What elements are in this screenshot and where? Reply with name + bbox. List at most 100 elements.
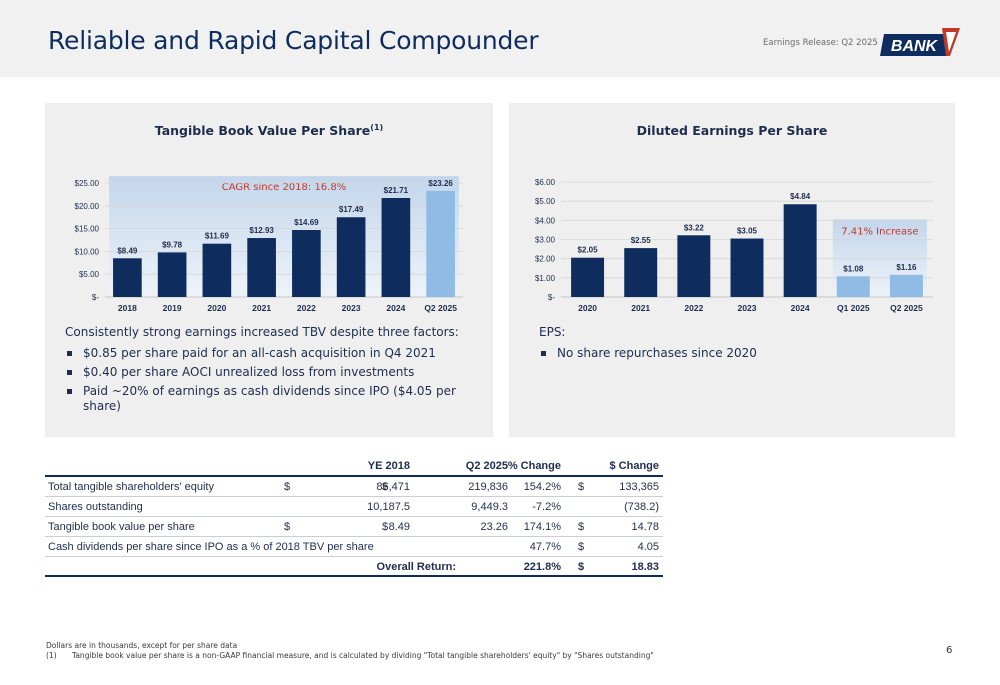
q2-currency: $ bbox=[382, 521, 389, 533]
x-tick-label: 2024 bbox=[791, 303, 810, 313]
tbv-bullet: Paid ~20% of earnings as cash dividends … bbox=[65, 384, 465, 414]
data-label: $2.05 bbox=[578, 246, 599, 255]
y-tick-label: $- bbox=[92, 293, 99, 302]
tbv-title-text: Tangible Book Value Per Share bbox=[154, 123, 371, 139]
table-row: Tangible book value per share $ 8.49 $ 2… bbox=[45, 517, 663, 537]
data-label: $12.93 bbox=[249, 226, 274, 235]
total-pct-change: 221.8% bbox=[523, 561, 561, 573]
data-label: $3.22 bbox=[684, 223, 705, 232]
y-tick-label: $2.00 bbox=[535, 255, 556, 264]
total-dollar-change: 18.83 bbox=[631, 561, 659, 573]
footnote-units: Dollars are in thousands, except for per… bbox=[46, 641, 238, 650]
release-label: Earnings Release: Q2 2025 bbox=[763, 38, 878, 48]
ye-value: 10,187.5 bbox=[367, 501, 410, 513]
tbv-bullet: $0.85 per share paid for an all-cash acq… bbox=[65, 346, 465, 361]
x-tick-label: 2023 bbox=[738, 303, 757, 313]
data-label: $4.84 bbox=[790, 192, 811, 201]
tbv-summary-table: YE 2018 Q2 2025 % Change $ Change Total … bbox=[45, 456, 663, 577]
data-label: $21.71 bbox=[384, 186, 409, 195]
y-tick-label: $20.00 bbox=[75, 202, 100, 211]
pct-change: 174.1% bbox=[523, 521, 561, 533]
row-label: Shares outstanding bbox=[48, 501, 143, 513]
page-number: 6 bbox=[946, 645, 953, 656]
q2-value: 23.26 bbox=[480, 521, 508, 533]
tbv-commentary: Consistently strong earnings increased T… bbox=[65, 325, 465, 418]
x-tick-label: 2021 bbox=[631, 303, 650, 313]
y-tick-label: $- bbox=[548, 293, 555, 302]
header-bar: Reliable and Rapid Capital Compounder Ea… bbox=[0, 0, 1000, 77]
row-label: Cash dividends per share since IPO as a … bbox=[48, 541, 374, 553]
table-row: Cash dividends per share since IPO as a … bbox=[45, 537, 663, 557]
col-header-q22025: Q2 2025 bbox=[465, 460, 508, 472]
page-title: Reliable and Rapid Capital Compounder bbox=[48, 26, 539, 55]
row-label: Tangible book value per share bbox=[48, 521, 195, 533]
y-tick-label: $15.00 bbox=[75, 225, 100, 234]
eps-commentary: EPS: No share repurchases since 2020 bbox=[539, 325, 939, 365]
footnote-1-number: (1) bbox=[46, 651, 57, 660]
pct-change: 154.2% bbox=[523, 481, 561, 493]
y-tick-label: $4.00 bbox=[535, 216, 556, 225]
ye-value: 86,471 bbox=[376, 481, 410, 493]
x-tick-label: Q2 2025 bbox=[890, 303, 923, 313]
bar bbox=[624, 248, 658, 297]
q2-value: 9,449.3 bbox=[471, 501, 508, 513]
eps-intro: EPS: bbox=[539, 325, 566, 339]
y-tick-label: $10.00 bbox=[75, 247, 100, 256]
data-label: $14.69 bbox=[294, 218, 319, 227]
x-tick-label: 2020 bbox=[578, 303, 597, 313]
chart-annotation: CAGR since 2018: 16.8% bbox=[222, 182, 346, 193]
col-header-pct-change: % Change bbox=[507, 460, 561, 472]
x-tick-label: 2023 bbox=[342, 303, 361, 313]
bar bbox=[381, 198, 411, 297]
data-label: $17.49 bbox=[339, 205, 364, 214]
eps-bullet: No share repurchases since 2020 bbox=[539, 346, 939, 361]
table-total-row: Overall Return: 221.8% $ 18.83 bbox=[45, 557, 663, 577]
total-label: Overall Return: bbox=[376, 561, 456, 573]
data-label: $23.26 bbox=[428, 179, 453, 188]
bar bbox=[336, 217, 366, 297]
chg-currency: $ bbox=[578, 541, 585, 553]
total-chg-currency: $ bbox=[578, 561, 585, 573]
bar bbox=[113, 258, 142, 297]
chart-annotation: 7.41% Increase bbox=[841, 226, 918, 237]
tbv-chart-title: Tangible Book Value Per Share(1) bbox=[45, 123, 493, 138]
tbv-bullet: $0.40 per share AOCI unrealized loss fro… bbox=[65, 365, 465, 380]
tbv-panel: Tangible Book Value Per Share(1) CAGR si… bbox=[45, 103, 493, 437]
y-tick-label: $1.00 bbox=[535, 274, 556, 283]
eps-panel: Diluted Earnings Per Share 7.41% Increas… bbox=[509, 103, 955, 437]
bar bbox=[677, 235, 711, 297]
pct-change: 47.7% bbox=[529, 541, 561, 553]
x-tick-label: 2018 bbox=[118, 303, 137, 313]
tbv-title-footnote: (1) bbox=[370, 123, 384, 132]
q2-value: 219,836 bbox=[468, 481, 508, 493]
dollar-change: (738.2) bbox=[624, 501, 659, 513]
eps-bar-chart: 7.41% Increase $- $1.00 $2.00 $3.00 $4.00 $5.0… bbox=[535, 178, 933, 313]
bar bbox=[202, 243, 232, 297]
bar bbox=[426, 190, 455, 297]
x-tick-label: 2022 bbox=[684, 303, 703, 313]
y-tick-label: $3.00 bbox=[535, 236, 556, 245]
dollar-change: 14.78 bbox=[631, 521, 659, 533]
col-header-ye2018: YE 2018 bbox=[367, 460, 410, 472]
y-tick-label: $25.00 bbox=[75, 179, 100, 188]
data-label: $3.05 bbox=[737, 227, 758, 236]
bar bbox=[730, 238, 764, 297]
bar bbox=[157, 252, 187, 297]
ye-currency: $ bbox=[284, 481, 291, 493]
bar bbox=[889, 274, 923, 297]
y-tick-label: $5.00 bbox=[79, 270, 100, 279]
footnote-1: (1) Tangible book value per share is a no… bbox=[46, 651, 654, 661]
q2-currency: $ bbox=[382, 481, 389, 493]
x-tick-label: Q2 2025 bbox=[424, 303, 457, 313]
bar bbox=[571, 257, 605, 297]
logo-text: BANK bbox=[891, 38, 939, 55]
bar bbox=[292, 230, 321, 297]
data-label: $8.49 bbox=[117, 246, 138, 255]
data-label: $2.55 bbox=[631, 236, 652, 245]
x-tick-label: 2021 bbox=[252, 303, 271, 313]
x-tick-label: 2022 bbox=[297, 303, 316, 313]
data-label: $1.16 bbox=[896, 263, 917, 272]
col-header-dollar-change: $ Change bbox=[609, 460, 659, 472]
chg-currency: $ bbox=[578, 521, 585, 533]
bar bbox=[247, 238, 276, 297]
